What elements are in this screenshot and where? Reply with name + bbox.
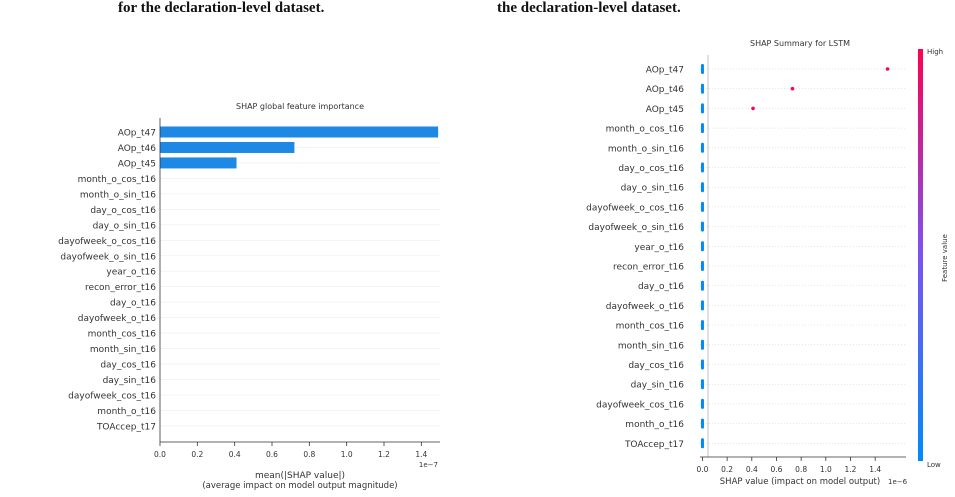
left-offset-text: 1e−7 <box>419 461 438 469</box>
left-x-tick-label: 0.4 <box>229 450 241 459</box>
left-feature-label: dayofweek_o_sin_t16 <box>60 252 156 262</box>
left-feature-label: dayofweek_o_t16 <box>78 314 156 324</box>
left-feature-label: month_o_t16 <box>97 407 156 417</box>
left-feature-label: recon_error_t16 <box>85 283 156 293</box>
left-feature-label: AOp_t46 <box>118 144 157 154</box>
left-feature-label: day_o_sin_t16 <box>93 221 157 231</box>
figure-caption-left: for the declaration-level dataset. <box>118 0 325 16</box>
left-feature-label: dayofweek_o_cos_t16 <box>58 237 156 247</box>
left-chart-title: SHAP global feature importance <box>236 102 364 111</box>
left-x-tick-label: 0.6 <box>266 450 278 459</box>
left-feature-label: month_sin_t16 <box>90 345 156 355</box>
importance-bar <box>160 141 295 153</box>
importance-bar <box>160 157 237 169</box>
left-feature-label: AOp_t45 <box>118 159 156 169</box>
left-x-tick-label: 0.0 <box>154 450 166 459</box>
left-feature-label: month_o_sin_t16 <box>80 190 156 200</box>
importance-bar <box>160 126 439 138</box>
figure-caption-right: the declaration-level dataset. <box>497 0 681 16</box>
left-feature-label: TOAccep_t17 <box>96 422 156 432</box>
left-feature-label: AOp_t47 <box>118 129 156 139</box>
left-x-tick-label: 0.8 <box>303 450 315 459</box>
left-feature-label: day_o_t16 <box>110 299 156 309</box>
left-feature-label: day_cos_t16 <box>100 361 156 371</box>
left-feature-label: day_o_cos_t16 <box>90 206 156 216</box>
left-feature-label: month_cos_t16 <box>88 330 157 340</box>
left-feature-label: year_o_t16 <box>106 268 156 278</box>
left-x-tick-label: 0.2 <box>191 450 203 459</box>
left-x-label-line2: (average impact on model output magnitud… <box>202 481 397 491</box>
left-x-label-line1: mean(|SHAP value|) <box>255 471 345 481</box>
left-x-tick-label: 1.4 <box>415 450 427 459</box>
left-x-tick-label: 1.0 <box>341 450 353 459</box>
left-feature-label: day_sin_t16 <box>103 376 157 386</box>
left-feature-label: dayofweek_cos_t16 <box>68 391 156 401</box>
left-x-tick-label: 1.2 <box>378 450 390 459</box>
left-feature-label: month_o_cos_t16 <box>78 175 157 185</box>
